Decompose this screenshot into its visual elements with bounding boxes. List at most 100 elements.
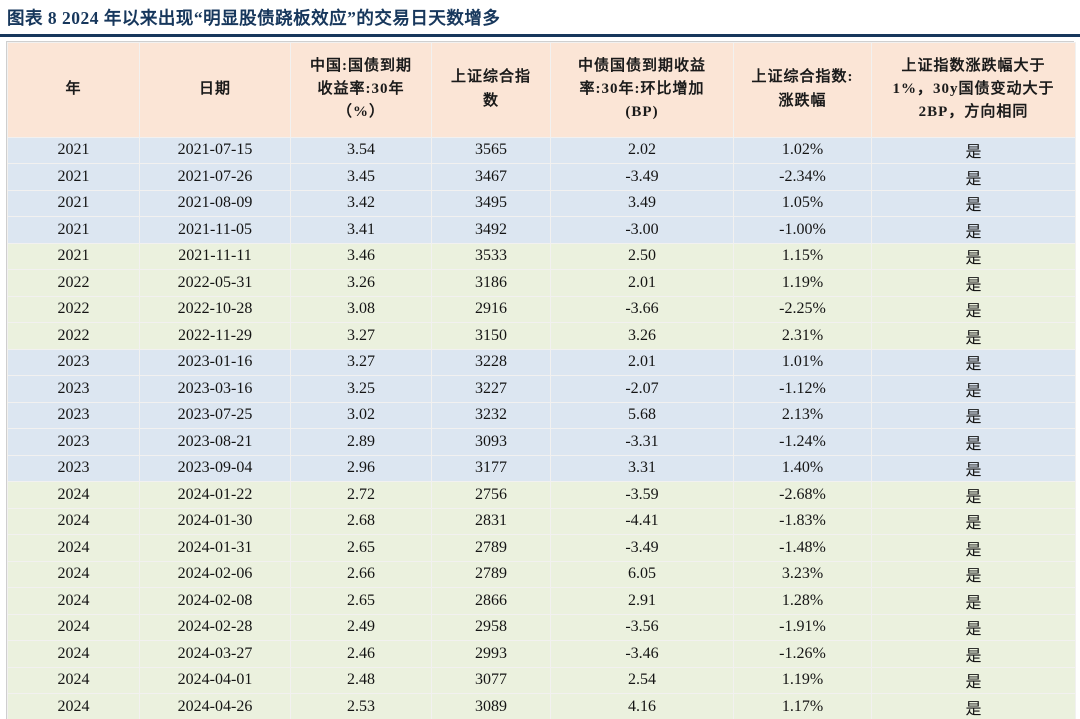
table-row: 2023 2023-08-21 2.89 3093 -3.31 -1.24% 是 [7,428,1076,456]
cell-bp: -3.31 [550,428,734,456]
cell-flag: 是 [871,401,1076,429]
table-body: 2021 2021-07-15 3.54 3565 2.02 1.02% 是 2… [7,136,1076,719]
cell-index: 2789 [431,534,551,562]
cell-bp: 2.50 [550,242,734,270]
table-row: 2022 2022-11-29 3.27 3150 3.26 2.31% 是 [7,322,1076,350]
cell-flag: 是 [871,454,1076,482]
cell-chg: 1.40% [733,454,872,482]
table-row: 2021 2021-07-15 3.54 3565 2.02 1.02% 是 [7,136,1076,164]
cell-bp: -3.56 [550,613,734,641]
cell-chg: 1.01% [733,348,872,376]
column-header-chg: 上证综合指数: 涨跌幅 [733,41,872,138]
cell-chg: 1.19% [733,666,872,694]
cell-yield: 3.42 [290,189,432,217]
cell-flag: 是 [871,348,1076,376]
cell-chg: 2.13% [733,401,872,429]
cell-bp: -2.07 [550,375,734,403]
cell-index: 3565 [431,136,551,164]
cell-chg: 2.31% [733,322,872,350]
table-row: 2024 2024-02-06 2.66 2789 6.05 3.23% 是 [7,560,1076,588]
cell-yield: 3.08 [290,295,432,323]
table-row: 2021 2021-08-09 3.42 3495 3.49 1.05% 是 [7,189,1076,217]
cell-index: 3093 [431,428,551,456]
cell-bp: 3.49 [550,189,734,217]
cell-year: 2023 [7,454,140,482]
header-row: 年 日期 中国:国债到期 收益率:30年 （%） 上证综合指 数 中债国债到期收… [7,41,1076,138]
cell-index: 2958 [431,613,551,641]
cell-chg: -1.91% [733,613,872,641]
cell-yield: 2.65 [290,534,432,562]
cell-bp: -3.66 [550,295,734,323]
cell-index: 2756 [431,481,551,509]
cell-flag: 是 [871,295,1076,323]
cell-year: 2024 [7,534,140,562]
table-row: 2021 2021-07-26 3.45 3467 -3.49 -2.34% 是 [7,163,1076,191]
column-header-date: 日期 [139,41,291,138]
cell-flag: 是 [871,613,1076,641]
cell-date: 2024-02-28 [139,613,291,641]
cell-year: 2022 [7,269,140,297]
cell-year: 2024 [7,693,140,719]
cell-chg: 1.19% [733,269,872,297]
cell-year: 2021 [7,216,140,244]
cell-year: 2024 [7,587,140,615]
cell-flag: 是 [871,163,1076,191]
cell-date: 2024-04-01 [139,666,291,694]
table-row: 2023 2023-07-25 3.02 3232 5.68 2.13% 是 [7,401,1076,429]
cell-year: 2024 [7,640,140,668]
cell-bp: 3.31 [550,454,734,482]
cell-index: 3228 [431,348,551,376]
cell-date: 2022-11-29 [139,322,291,350]
cell-flag: 是 [871,640,1076,668]
table-row: 2022 2022-10-28 3.08 2916 -3.66 -2.25% 是 [7,295,1076,323]
cell-chg: -2.34% [733,163,872,191]
cell-chg: 1.17% [733,693,872,719]
cell-chg: 1.28% [733,587,872,615]
cell-date: 2023-09-04 [139,454,291,482]
cell-year: 2021 [7,163,140,191]
cell-chg: -1.00% [733,216,872,244]
cell-bp: -3.00 [550,216,734,244]
cell-bp: 2.01 [550,269,734,297]
cell-date: 2021-07-26 [139,163,291,191]
cell-index: 2866 [431,587,551,615]
cell-chg: -1.48% [733,534,872,562]
cell-date: 2021-07-15 [139,136,291,164]
cell-date: 2024-01-22 [139,481,291,509]
table-row: 2024 2024-01-31 2.65 2789 -3.49 -1.48% 是 [7,534,1076,562]
cell-index: 3186 [431,269,551,297]
cell-year: 2023 [7,428,140,456]
cell-index: 2789 [431,560,551,588]
cell-yield: 3.27 [290,348,432,376]
table-row: 2024 2024-01-22 2.72 2756 -3.59 -2.68% 是 [7,481,1076,509]
cell-index: 3495 [431,189,551,217]
cell-year: 2021 [7,136,140,164]
table-row: 2024 2024-03-27 2.46 2993 -3.46 -1.26% 是 [7,640,1076,668]
column-header-flag: 上证指数涨跌幅大于 1%，30y国债变动大于 2BP，方向相同 [871,41,1076,138]
cell-flag: 是 [871,666,1076,694]
cell-chg: 1.05% [733,189,872,217]
cell-yield: 3.02 [290,401,432,429]
cell-date: 2023-03-16 [139,375,291,403]
cell-year: 2021 [7,189,140,217]
table-row: 2024 2024-02-28 2.49 2958 -3.56 -1.91% 是 [7,613,1076,641]
cell-index: 3232 [431,401,551,429]
title-divider-rule [0,34,1080,37]
cell-date: 2022-10-28 [139,295,291,323]
cell-year: 2024 [7,666,140,694]
column-header-yield: 中国:国债到期 收益率:30年 （%） [290,41,432,138]
table-row: 2023 2023-03-16 3.25 3227 -2.07 -1.12% 是 [7,375,1076,403]
cell-yield: 2.65 [290,587,432,615]
figure-title: 图表 8 2024 年以来出现“明显股债跷板效应”的交易日天数增多 [7,8,501,28]
cell-yield: 2.66 [290,560,432,588]
table-row: 2022 2022-05-31 3.26 3186 2.01 1.19% 是 [7,269,1076,297]
cell-bp: 4.16 [550,693,734,719]
cell-date: 2024-02-06 [139,560,291,588]
cell-flag: 是 [871,189,1076,217]
cell-year: 2024 [7,507,140,535]
column-header-bp: 中债国债到期收益 率:30年:环比增加 (BP) [550,41,734,138]
cell-bp: 6.05 [550,560,734,588]
cell-index: 3533 [431,242,551,270]
cell-bp: 5.68 [550,401,734,429]
